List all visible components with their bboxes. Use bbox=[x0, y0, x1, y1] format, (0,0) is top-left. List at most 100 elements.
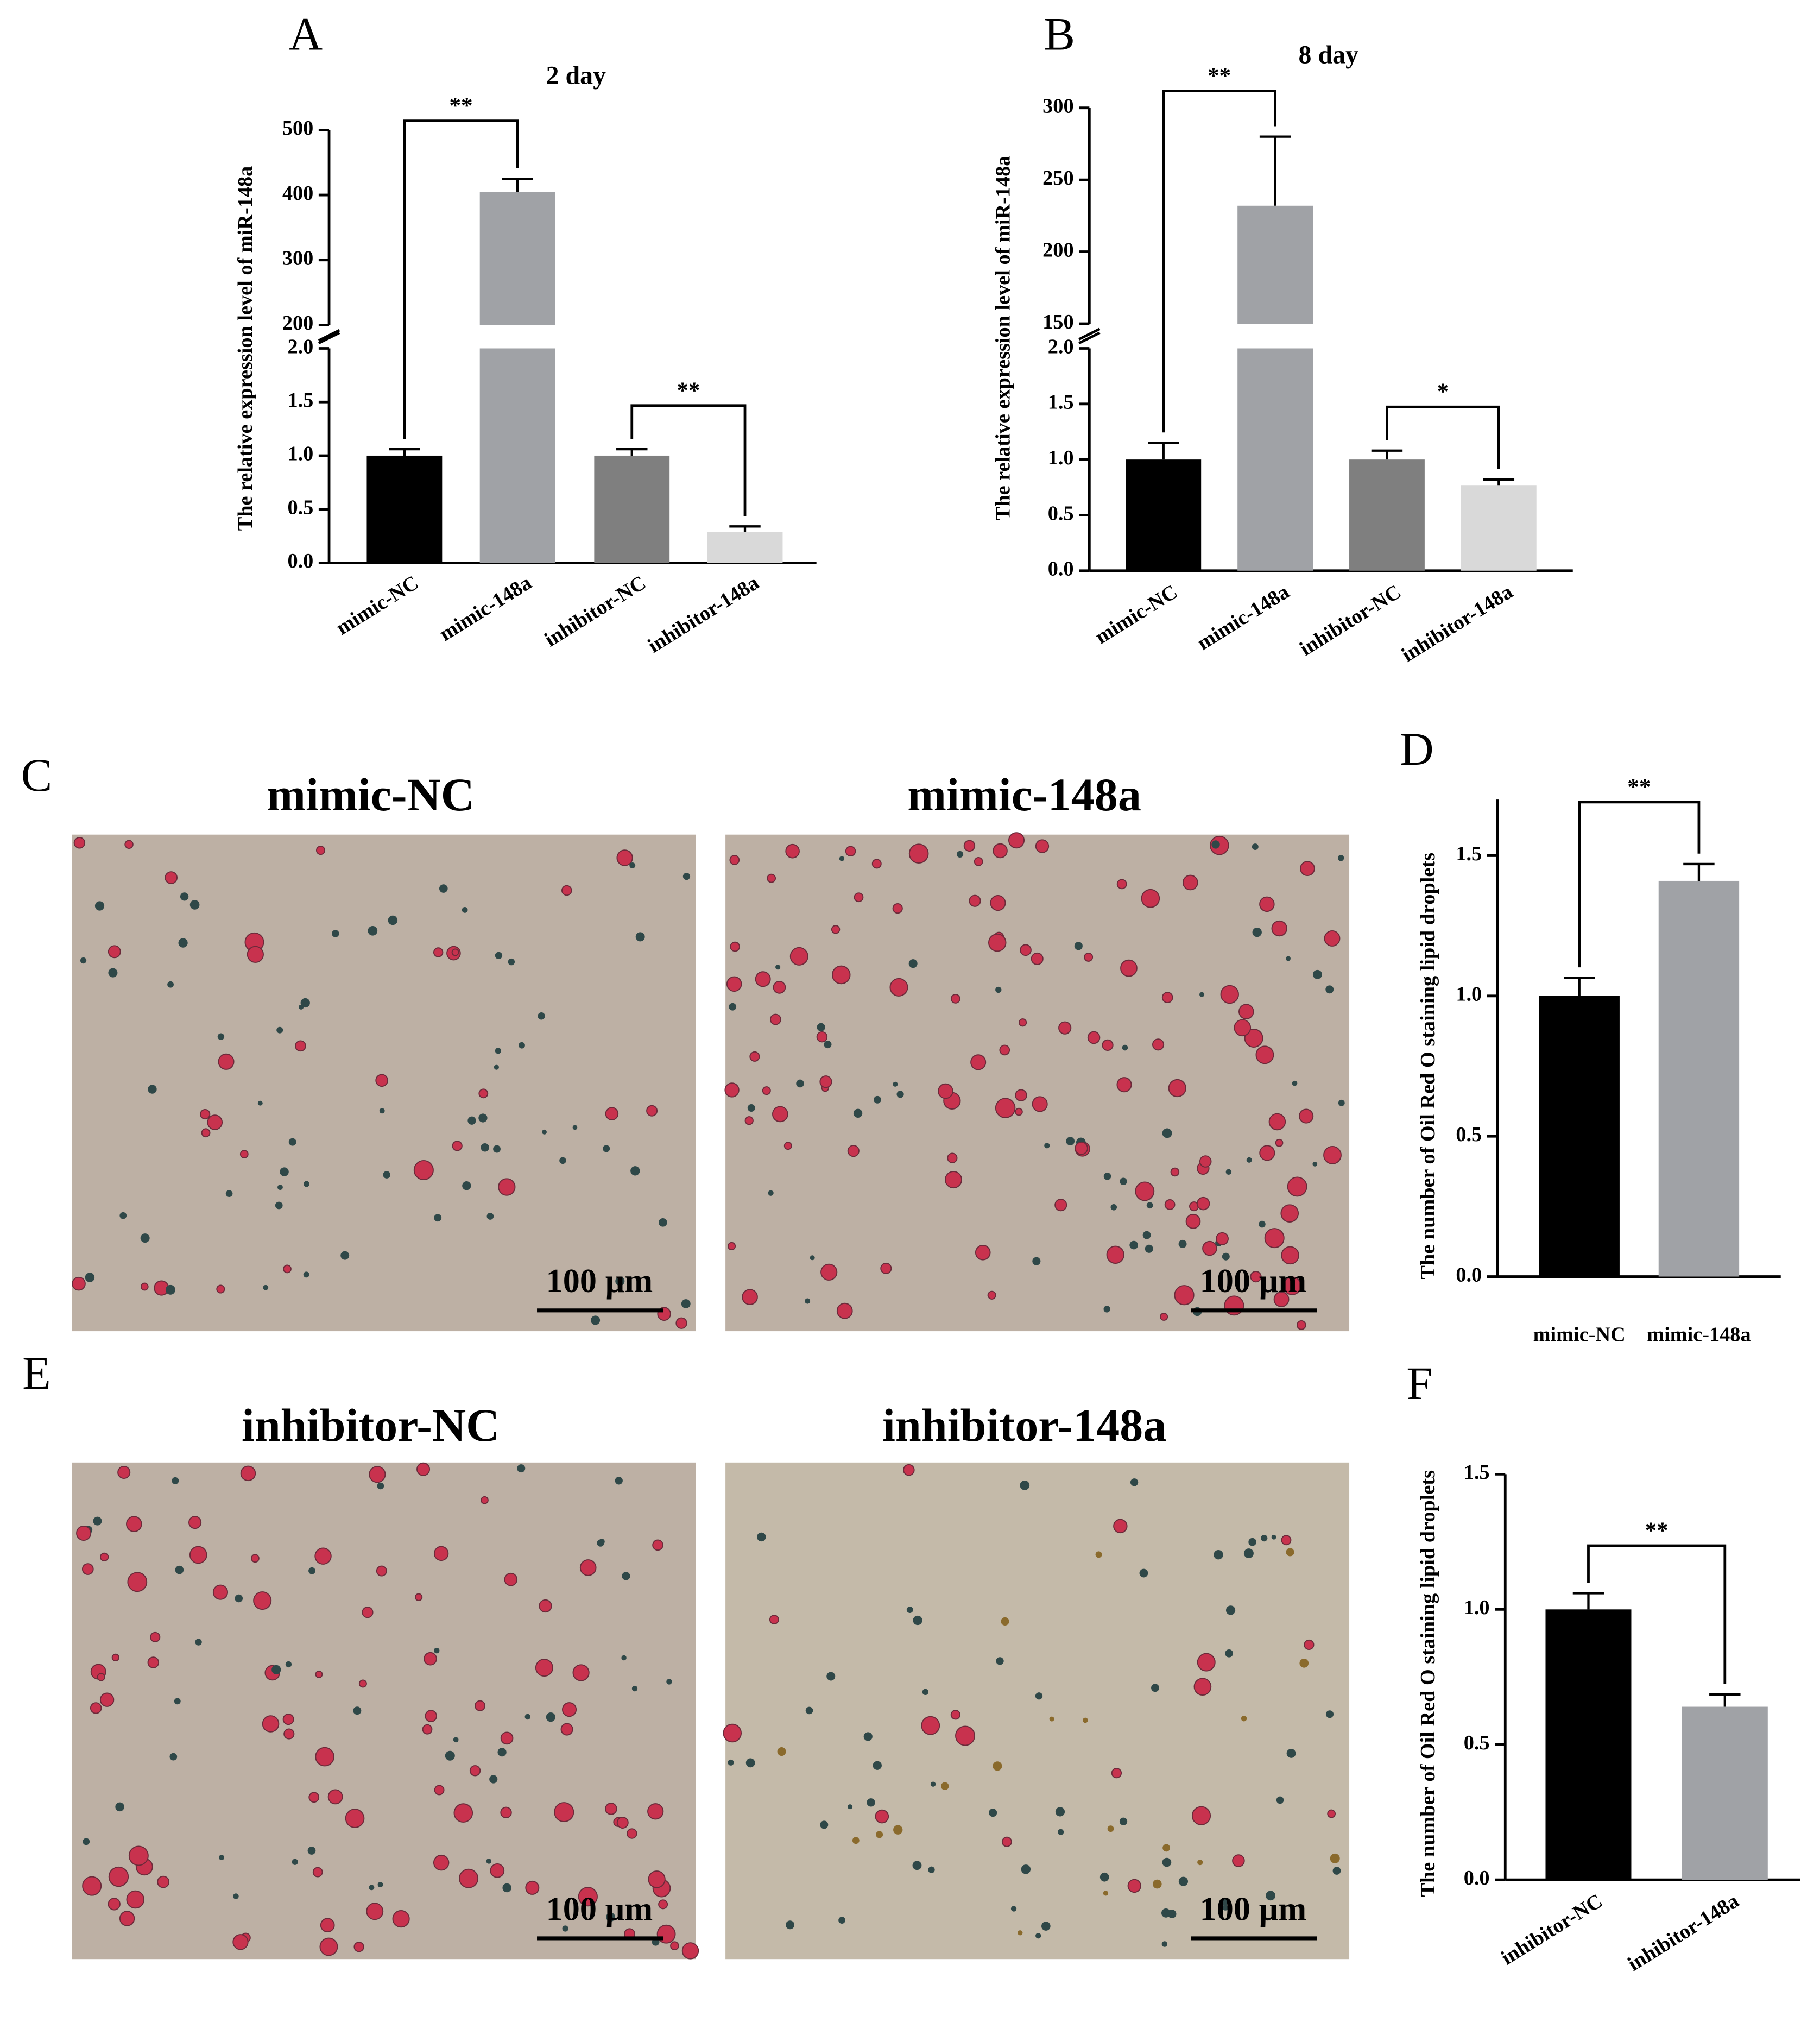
droplet bbox=[1168, 1079, 1186, 1098]
error-bar bbox=[389, 448, 420, 456]
droplet bbox=[240, 1465, 256, 1482]
droplet bbox=[188, 1516, 202, 1529]
droplet bbox=[304, 1181, 309, 1187]
droplet bbox=[908, 959, 918, 968]
droplet bbox=[218, 1053, 235, 1070]
significance-bracket bbox=[403, 119, 519, 439]
droplet bbox=[332, 930, 339, 937]
significance-bracket bbox=[630, 404, 747, 516]
droplet bbox=[631, 1685, 638, 1692]
y-tick-label: 500 bbox=[282, 117, 313, 140]
droplet bbox=[434, 1214, 442, 1222]
droplet bbox=[1103, 1306, 1110, 1313]
droplet bbox=[1058, 1829, 1064, 1835]
droplet bbox=[681, 1299, 691, 1309]
droplet bbox=[839, 856, 845, 861]
droplet bbox=[1327, 1809, 1336, 1818]
droplet bbox=[375, 1074, 388, 1087]
droplet bbox=[233, 1893, 239, 1899]
droplet bbox=[219, 1855, 224, 1861]
chart-title: 8 day bbox=[1299, 40, 1358, 69]
droplet bbox=[1161, 1941, 1168, 1947]
droplet bbox=[1008, 832, 1025, 849]
droplet bbox=[315, 1670, 323, 1678]
droplet bbox=[94, 901, 105, 911]
droplet bbox=[1032, 1257, 1041, 1265]
panel-letter: D bbox=[1400, 723, 1433, 775]
droplet bbox=[1330, 1853, 1340, 1863]
droplet bbox=[315, 1747, 334, 1767]
droplet bbox=[930, 1781, 936, 1787]
droplet bbox=[1221, 1898, 1228, 1906]
droplet bbox=[1282, 1276, 1302, 1295]
droplet bbox=[928, 1866, 935, 1873]
bar bbox=[1349, 459, 1425, 571]
axis-break bbox=[318, 329, 340, 345]
droplet bbox=[889, 978, 908, 997]
droplet bbox=[433, 1854, 450, 1871]
error-bar bbox=[1709, 1693, 1741, 1707]
droplet bbox=[1164, 1199, 1176, 1210]
droplet bbox=[1110, 1204, 1117, 1211]
droplet bbox=[1191, 1806, 1211, 1825]
bar bbox=[1682, 1706, 1768, 1880]
droplet bbox=[1232, 1854, 1245, 1867]
droplet bbox=[817, 1023, 825, 1032]
y-tick-label: 150 bbox=[1042, 311, 1073, 333]
error-bar bbox=[1572, 1592, 1604, 1610]
droplet bbox=[128, 1845, 149, 1866]
droplet bbox=[724, 1082, 740, 1098]
droplet bbox=[1275, 1138, 1284, 1147]
droplet bbox=[591, 1315, 601, 1325]
droplet bbox=[562, 1702, 577, 1717]
droplet bbox=[1044, 1143, 1050, 1149]
droplet bbox=[666, 1679, 672, 1685]
droplet bbox=[845, 846, 856, 856]
droplet bbox=[769, 1013, 781, 1025]
significance-label: ** bbox=[449, 93, 472, 119]
droplet bbox=[201, 1128, 211, 1138]
droplet bbox=[1035, 1932, 1041, 1939]
droplet bbox=[769, 1615, 779, 1624]
droplet bbox=[1035, 1692, 1043, 1700]
droplet bbox=[425, 1710, 438, 1722]
droplet bbox=[1312, 969, 1322, 979]
droplet bbox=[1297, 1320, 1306, 1330]
y-tick-label: 200 bbox=[282, 312, 313, 335]
droplet bbox=[148, 1085, 157, 1094]
droplet bbox=[439, 884, 448, 893]
droplet bbox=[217, 1033, 225, 1040]
x-tick-label: mimic-NC bbox=[332, 571, 423, 640]
droplet bbox=[362, 1607, 374, 1618]
droplet bbox=[1116, 1077, 1132, 1093]
droplet bbox=[880, 1262, 892, 1274]
droplet bbox=[1116, 879, 1127, 890]
droplet bbox=[308, 1567, 315, 1574]
panel-letter: B bbox=[1044, 8, 1075, 60]
y-tick-label: 0.0 bbox=[287, 550, 313, 572]
droplet bbox=[239, 1150, 249, 1158]
droplet bbox=[1261, 1534, 1268, 1542]
droplet bbox=[85, 1273, 95, 1282]
droplet bbox=[1286, 956, 1291, 961]
droplet bbox=[993, 1761, 1002, 1771]
droplet bbox=[831, 965, 851, 985]
y-tick-label: 200 bbox=[1042, 238, 1073, 261]
droplet bbox=[682, 873, 691, 880]
droplet bbox=[990, 895, 1006, 911]
droplet bbox=[292, 1859, 298, 1865]
droplet bbox=[369, 1466, 386, 1483]
droplet bbox=[1225, 1169, 1232, 1175]
droplet bbox=[903, 1464, 915, 1476]
droplet bbox=[1142, 1231, 1151, 1239]
droplet bbox=[127, 1572, 148, 1592]
droplet bbox=[453, 1737, 459, 1743]
droplet bbox=[606, 1912, 615, 1922]
error-bar bbox=[1148, 442, 1179, 460]
droplet bbox=[90, 1702, 102, 1714]
droplet bbox=[1160, 1312, 1168, 1321]
droplet bbox=[452, 1141, 463, 1151]
droplet bbox=[747, 1104, 755, 1112]
droplet bbox=[854, 892, 864, 903]
droplet bbox=[863, 1732, 873, 1741]
